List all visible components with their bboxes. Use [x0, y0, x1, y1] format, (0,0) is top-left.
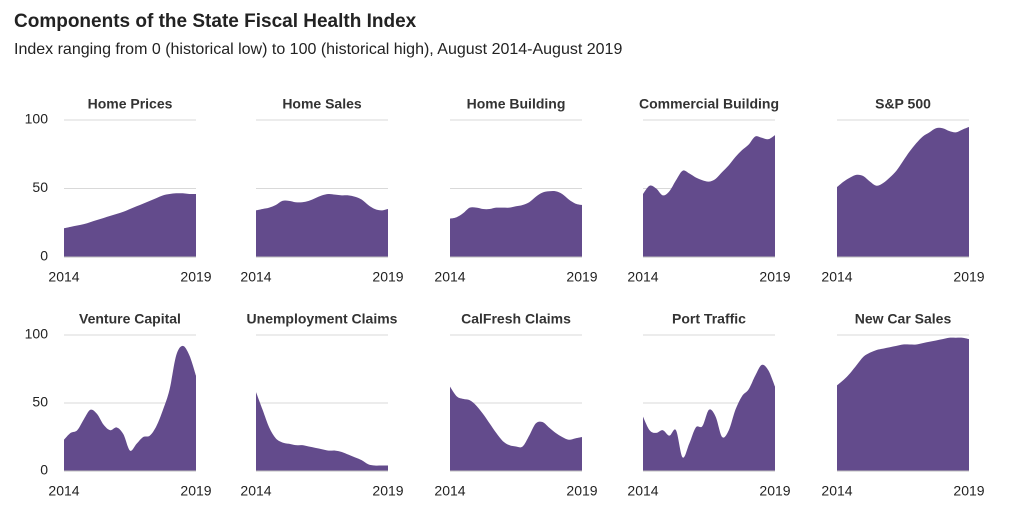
- y-tick-label: 0: [40, 248, 48, 264]
- x-tick-label: 2014: [48, 269, 79, 285]
- panel-title: Venture Capital: [79, 311, 181, 327]
- panel-title: S&P 500: [875, 96, 931, 112]
- panel-title: New Car Sales: [855, 311, 952, 327]
- panel: Venture Capital 0 50 100 2014 2019: [25, 311, 212, 499]
- x-tick-label: 2014: [240, 269, 271, 285]
- panel: CalFresh Claims 2014 2019: [434, 311, 597, 499]
- area: [64, 193, 196, 257]
- x-tick-label: 2019: [953, 483, 984, 499]
- panel: S&P 500 2014 2019: [821, 96, 984, 285]
- x-tick-label: 2014: [48, 483, 79, 499]
- panel: New Car Sales 2014 2019: [821, 311, 984, 499]
- y-tick-label: 0: [40, 462, 48, 478]
- panel-title: Home Sales: [282, 96, 362, 112]
- panel: Commercial Building 2014 2019: [627, 96, 790, 285]
- panel-title: Home Building: [467, 96, 566, 112]
- x-tick-label: 2019: [953, 269, 984, 285]
- panel-title: Unemployment Claims: [247, 311, 398, 327]
- x-tick-label: 2019: [759, 483, 790, 499]
- x-tick-label: 2014: [434, 269, 465, 285]
- panel-title: Port Traffic: [672, 311, 746, 327]
- x-tick-label: 2014: [240, 483, 271, 499]
- x-tick-label: 2019: [759, 269, 790, 285]
- panel: Unemployment Claims 2014 2019: [240, 311, 403, 499]
- x-tick-label: 2014: [821, 269, 852, 285]
- x-tick-label: 2019: [372, 269, 403, 285]
- x-tick-label: 2014: [821, 483, 852, 499]
- area: [450, 386, 582, 471]
- x-tick-label: 2014: [434, 483, 465, 499]
- x-tick-label: 2014: [627, 483, 658, 499]
- panel: Port Traffic 2014 2019: [627, 311, 790, 499]
- x-tick-label: 2019: [566, 483, 597, 499]
- y-tick-label: 50: [32, 179, 48, 195]
- x-tick-label: 2019: [180, 483, 211, 499]
- panel-title: Commercial Building: [639, 96, 779, 112]
- x-tick-label: 2014: [627, 269, 658, 285]
- panel-title: Home Prices: [88, 96, 173, 112]
- area: [64, 345, 196, 471]
- y-tick-label: 50: [32, 394, 48, 410]
- area: [256, 193, 388, 257]
- chart-subtitle: Index ranging from 0 (historical low) to…: [14, 41, 622, 58]
- y-tick-label: 100: [25, 326, 49, 342]
- x-tick-label: 2019: [372, 483, 403, 499]
- area: [837, 126, 969, 257]
- x-tick-label: 2019: [566, 269, 597, 285]
- area: [643, 364, 775, 471]
- y-tick-label: 100: [25, 111, 49, 127]
- area: [643, 135, 775, 257]
- panel-title: CalFresh Claims: [461, 311, 571, 327]
- area: [837, 337, 969, 471]
- panel: Home Prices 0 50 100 2014 2019: [25, 96, 212, 285]
- panel: Home Building 2014 2019: [434, 96, 597, 285]
- chart-title: Components of the State Fiscal Health In…: [14, 11, 417, 32]
- area: [256, 392, 388, 471]
- panel: Home Sales 2014 2019: [240, 96, 403, 285]
- x-tick-label: 2019: [180, 269, 211, 285]
- area: [450, 190, 582, 257]
